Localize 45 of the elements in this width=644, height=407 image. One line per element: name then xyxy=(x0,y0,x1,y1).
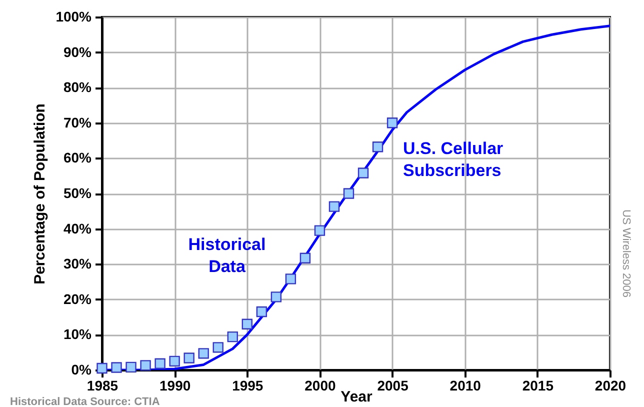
x-tick-label: 2000 xyxy=(304,378,336,394)
point xyxy=(328,201,340,212)
x-tick-label: 2010 xyxy=(450,378,482,394)
point xyxy=(111,362,122,373)
point xyxy=(256,306,267,318)
point xyxy=(285,274,296,284)
annotation: Historical Data xyxy=(188,235,266,276)
y-tick-label: 70% xyxy=(63,114,92,130)
y-tick-label: 80% xyxy=(63,79,92,96)
point xyxy=(372,142,384,152)
point xyxy=(227,331,238,342)
point xyxy=(358,168,369,178)
y-tick-label: 90% xyxy=(63,44,92,60)
point xyxy=(212,342,224,353)
y-tick-label: 100% xyxy=(56,8,92,24)
y-tick-label: 10% xyxy=(63,326,92,342)
y-tick-label: 20% xyxy=(63,290,92,307)
x-tick-label: 1990 xyxy=(159,378,191,394)
y-tick-label: 50% xyxy=(63,185,92,201)
y-tick-label: 0% xyxy=(71,362,92,378)
point xyxy=(126,362,136,373)
y-tick-label: 40% xyxy=(63,220,92,236)
x-tick-label: 2020 xyxy=(594,378,626,394)
point xyxy=(314,225,326,236)
point xyxy=(242,318,252,330)
x-tick-label: 1985 xyxy=(86,378,118,394)
point xyxy=(140,360,151,371)
x-tick-label: 2015 xyxy=(522,378,554,394)
point xyxy=(154,358,166,369)
x-axis-title: Year xyxy=(340,388,373,406)
point xyxy=(386,118,398,128)
point xyxy=(184,352,194,364)
text: US Wireless 2006 xyxy=(620,209,632,298)
x-tick-label: 2005 xyxy=(377,378,409,394)
y-axis-title: Percentage of Population xyxy=(32,104,49,284)
x-tick-label: 1995 xyxy=(232,378,264,394)
point xyxy=(343,188,354,199)
point xyxy=(300,252,311,264)
y-tick-label: 60% xyxy=(63,150,92,166)
point xyxy=(270,292,282,302)
series-label: U.S. Cellular Subscribers xyxy=(403,139,504,180)
text: Historical Data Source: CTIA xyxy=(10,396,160,407)
point xyxy=(169,356,180,367)
point xyxy=(198,348,209,359)
y-tick-label: 30% xyxy=(63,256,92,272)
